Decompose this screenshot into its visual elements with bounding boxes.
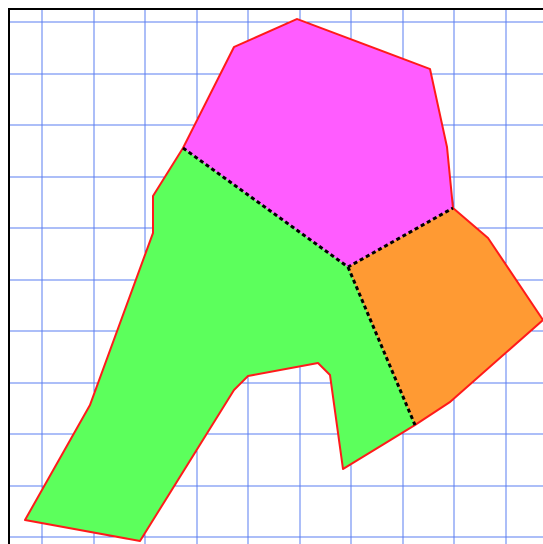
- frame: [8, 8, 543, 544]
- outline: [24, 18, 543, 542]
- orange-region: [348, 208, 543, 425]
- magenta-region: [183, 19, 453, 267]
- green-region: [25, 148, 415, 541]
- dashed-divider: [346, 266, 417, 426]
